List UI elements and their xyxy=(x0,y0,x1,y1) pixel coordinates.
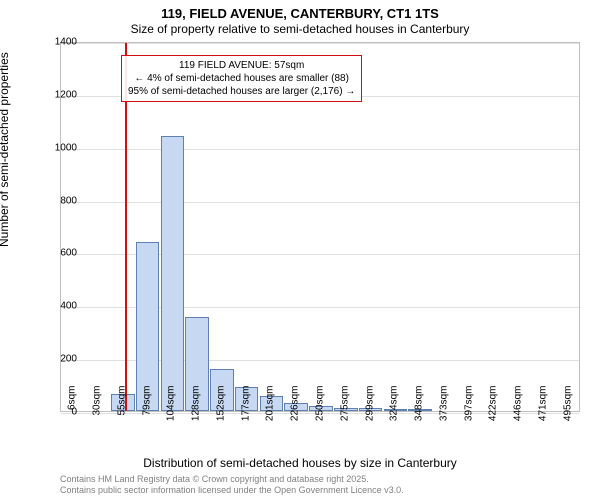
x-tick-label: 6sqm xyxy=(67,386,78,446)
grid-line xyxy=(61,149,579,150)
y-tick-label: 200 xyxy=(47,354,77,365)
grid-line xyxy=(61,43,579,44)
x-tick-label: 250sqm xyxy=(315,386,326,446)
y-tick-label: 1200 xyxy=(47,89,77,100)
y-tick-label: 600 xyxy=(47,248,77,259)
histogram-bar xyxy=(161,136,185,411)
x-tick-label: 30sqm xyxy=(92,386,103,446)
footer-line: Contains public sector information licen… xyxy=(60,485,404,496)
x-tick-label: 79sqm xyxy=(141,386,152,446)
annotation-line: ← 4% of semi-detached houses are smaller… xyxy=(128,72,355,85)
annotation-box: 119 FIELD AVENUE: 57sqm← 4% of semi-deta… xyxy=(121,55,362,102)
footer-attribution: Contains HM Land Registry data © Crown c… xyxy=(60,474,404,496)
x-tick-label: 275sqm xyxy=(339,386,350,446)
x-tick-label: 348sqm xyxy=(414,386,425,446)
grid-line xyxy=(61,202,579,203)
x-tick-label: 226sqm xyxy=(290,386,301,446)
x-tick-label: 324sqm xyxy=(389,386,400,446)
x-tick-label: 177sqm xyxy=(240,386,251,446)
x-axis-label: Distribution of semi-detached houses by … xyxy=(0,456,600,470)
x-tick-label: 128sqm xyxy=(191,386,202,446)
y-tick-label: 400 xyxy=(47,301,77,312)
x-tick-label: 446sqm xyxy=(513,386,524,446)
y-axis-label: Number of semi-detached properties xyxy=(0,52,11,247)
x-tick-label: 471sqm xyxy=(537,386,548,446)
chart-title: 119, FIELD AVENUE, CANTERBURY, CT1 1TS xyxy=(0,6,600,21)
x-tick-label: 152sqm xyxy=(215,386,226,446)
x-tick-label: 422sqm xyxy=(488,386,499,446)
x-tick-label: 201sqm xyxy=(265,386,276,446)
x-tick-label: 397sqm xyxy=(463,386,474,446)
plot-area: 119 FIELD AVENUE: 57sqm← 4% of semi-deta… xyxy=(60,42,580,412)
x-tick-label: 104sqm xyxy=(166,386,177,446)
chart-container: 119, FIELD AVENUE, CANTERBURY, CT1 1TS S… xyxy=(0,0,600,500)
x-tick-label: 299sqm xyxy=(364,386,375,446)
annotation-line: 119 FIELD AVENUE: 57sqm xyxy=(128,59,355,72)
y-tick-label: 1000 xyxy=(47,142,77,153)
y-tick-label: 1400 xyxy=(47,37,77,48)
x-tick-label: 55sqm xyxy=(116,386,127,446)
annotation-line: 95% of semi-detached houses are larger (… xyxy=(128,85,355,98)
y-tick-label: 800 xyxy=(47,195,77,206)
footer-line: Contains HM Land Registry data © Crown c… xyxy=(60,474,404,485)
x-tick-label: 495sqm xyxy=(562,386,573,446)
x-tick-label: 373sqm xyxy=(438,386,449,446)
chart-subtitle: Size of property relative to semi-detach… xyxy=(0,22,600,36)
